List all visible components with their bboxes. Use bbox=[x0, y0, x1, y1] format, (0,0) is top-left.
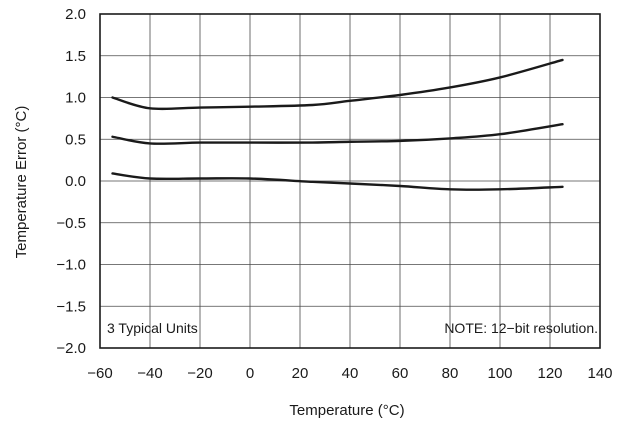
series-layer bbox=[111, 58, 564, 191]
series-line-1 bbox=[111, 58, 564, 111]
y-tick-label-4: 0.0 bbox=[65, 173, 86, 190]
plot-frame bbox=[99, 13, 601, 349]
y-tick-label-6: −1.0 bbox=[56, 257, 86, 274]
series-line-2 bbox=[111, 123, 564, 145]
y-tick-label-7: −1.5 bbox=[56, 298, 86, 315]
x-tick-label-3: 0 bbox=[246, 365, 254, 382]
annotation-typical-units: 3 Typical Units bbox=[107, 320, 198, 336]
y-tick-label-5: −0.5 bbox=[56, 215, 86, 232]
y-axis-title: Temperature Error (°C) bbox=[13, 106, 30, 259]
x-tick-label-8: 100 bbox=[487, 365, 512, 382]
x-tick-label-0: −60 bbox=[87, 365, 112, 382]
x-tick-label-7: 80 bbox=[442, 365, 459, 382]
x-tick-label-1: −40 bbox=[137, 365, 162, 382]
y-tick-label-0: 2.0 bbox=[65, 6, 86, 23]
x-tick-label-4: 20 bbox=[292, 365, 309, 382]
y-tick-label-8: −2.0 bbox=[56, 340, 86, 357]
annotation-note: NOTE: 12−bit resolution. bbox=[444, 320, 598, 336]
x-tick-label-2: −20 bbox=[187, 365, 212, 382]
y-tick-label-3: 0.5 bbox=[65, 131, 86, 148]
series-line-3 bbox=[111, 172, 564, 191]
x-tick-label-6: 60 bbox=[392, 365, 409, 382]
x-tick-label-9: 120 bbox=[537, 365, 562, 382]
x-tick-label-10: 140 bbox=[587, 365, 612, 382]
x-tick-labels: −60 −40 −20 0 20 40 60 80 100 120 140 bbox=[87, 365, 612, 382]
x-tick-label-5: 40 bbox=[342, 365, 359, 382]
y-tick-label-1: 1.5 bbox=[65, 48, 86, 65]
grid-lines bbox=[100, 14, 600, 348]
x-axis-title: Temperature (°C) bbox=[289, 402, 404, 419]
y-tick-labels: 2.0 1.5 1.0 0.5 0.0 −0.5 −1.0 −1.5 −2.0 bbox=[56, 6, 86, 357]
y-tick-label-2: 1.0 bbox=[65, 90, 86, 107]
